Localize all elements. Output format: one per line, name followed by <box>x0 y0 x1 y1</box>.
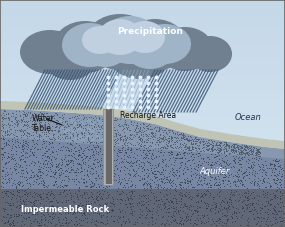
Ellipse shape <box>157 27 213 71</box>
Bar <box>0 220 285 227</box>
Ellipse shape <box>98 19 142 55</box>
Polygon shape <box>0 109 285 227</box>
Bar <box>0 182 285 189</box>
Bar <box>0 61 285 68</box>
Bar <box>0 15 285 23</box>
Bar <box>0 136 285 144</box>
Ellipse shape <box>62 23 118 67</box>
Polygon shape <box>140 120 285 152</box>
Ellipse shape <box>110 39 170 79</box>
Ellipse shape <box>45 44 95 80</box>
Ellipse shape <box>85 14 155 70</box>
Ellipse shape <box>100 16 160 64</box>
Bar <box>0 7 285 15</box>
Bar <box>0 204 285 212</box>
Bar <box>0 38 285 45</box>
Polygon shape <box>155 127 285 227</box>
Ellipse shape <box>53 21 117 73</box>
Text: Aquifer: Aquifer <box>200 168 230 177</box>
Text: Impermeable Rock: Impermeable Rock <box>21 205 109 214</box>
Bar <box>105 109 111 184</box>
Bar <box>0 45 285 53</box>
Bar <box>0 83 285 91</box>
Text: Recharge Area: Recharge Area <box>120 111 176 119</box>
Text: Ocean: Ocean <box>235 113 261 121</box>
Bar <box>0 174 285 182</box>
Bar <box>0 144 285 151</box>
Ellipse shape <box>82 26 118 54</box>
Bar <box>0 197 285 204</box>
Bar <box>0 189 285 227</box>
Bar <box>0 0 285 7</box>
Bar <box>105 109 106 184</box>
Bar <box>0 212 285 220</box>
Bar <box>0 98 285 106</box>
Text: Precipitation: Precipitation <box>117 27 183 37</box>
Bar <box>0 53 285 61</box>
Ellipse shape <box>188 36 232 72</box>
Ellipse shape <box>83 35 127 67</box>
Ellipse shape <box>125 21 165 53</box>
Bar <box>0 106 285 114</box>
Ellipse shape <box>126 33 174 69</box>
Bar <box>0 23 285 30</box>
Bar <box>0 121 285 129</box>
Bar <box>0 129 285 136</box>
Polygon shape <box>0 101 285 149</box>
Polygon shape <box>0 137 285 189</box>
Bar <box>0 76 285 83</box>
Bar <box>0 159 285 166</box>
Bar <box>0 114 285 121</box>
Bar <box>103 109 113 185</box>
Bar <box>0 68 285 76</box>
Ellipse shape <box>139 24 191 64</box>
Ellipse shape <box>20 30 80 74</box>
Ellipse shape <box>123 19 187 71</box>
Bar <box>0 189 285 197</box>
Bar <box>0 151 285 159</box>
Text: Water
Table: Water Table <box>32 114 55 133</box>
Bar <box>0 166 285 174</box>
Bar <box>0 30 285 38</box>
Bar <box>0 91 285 98</box>
